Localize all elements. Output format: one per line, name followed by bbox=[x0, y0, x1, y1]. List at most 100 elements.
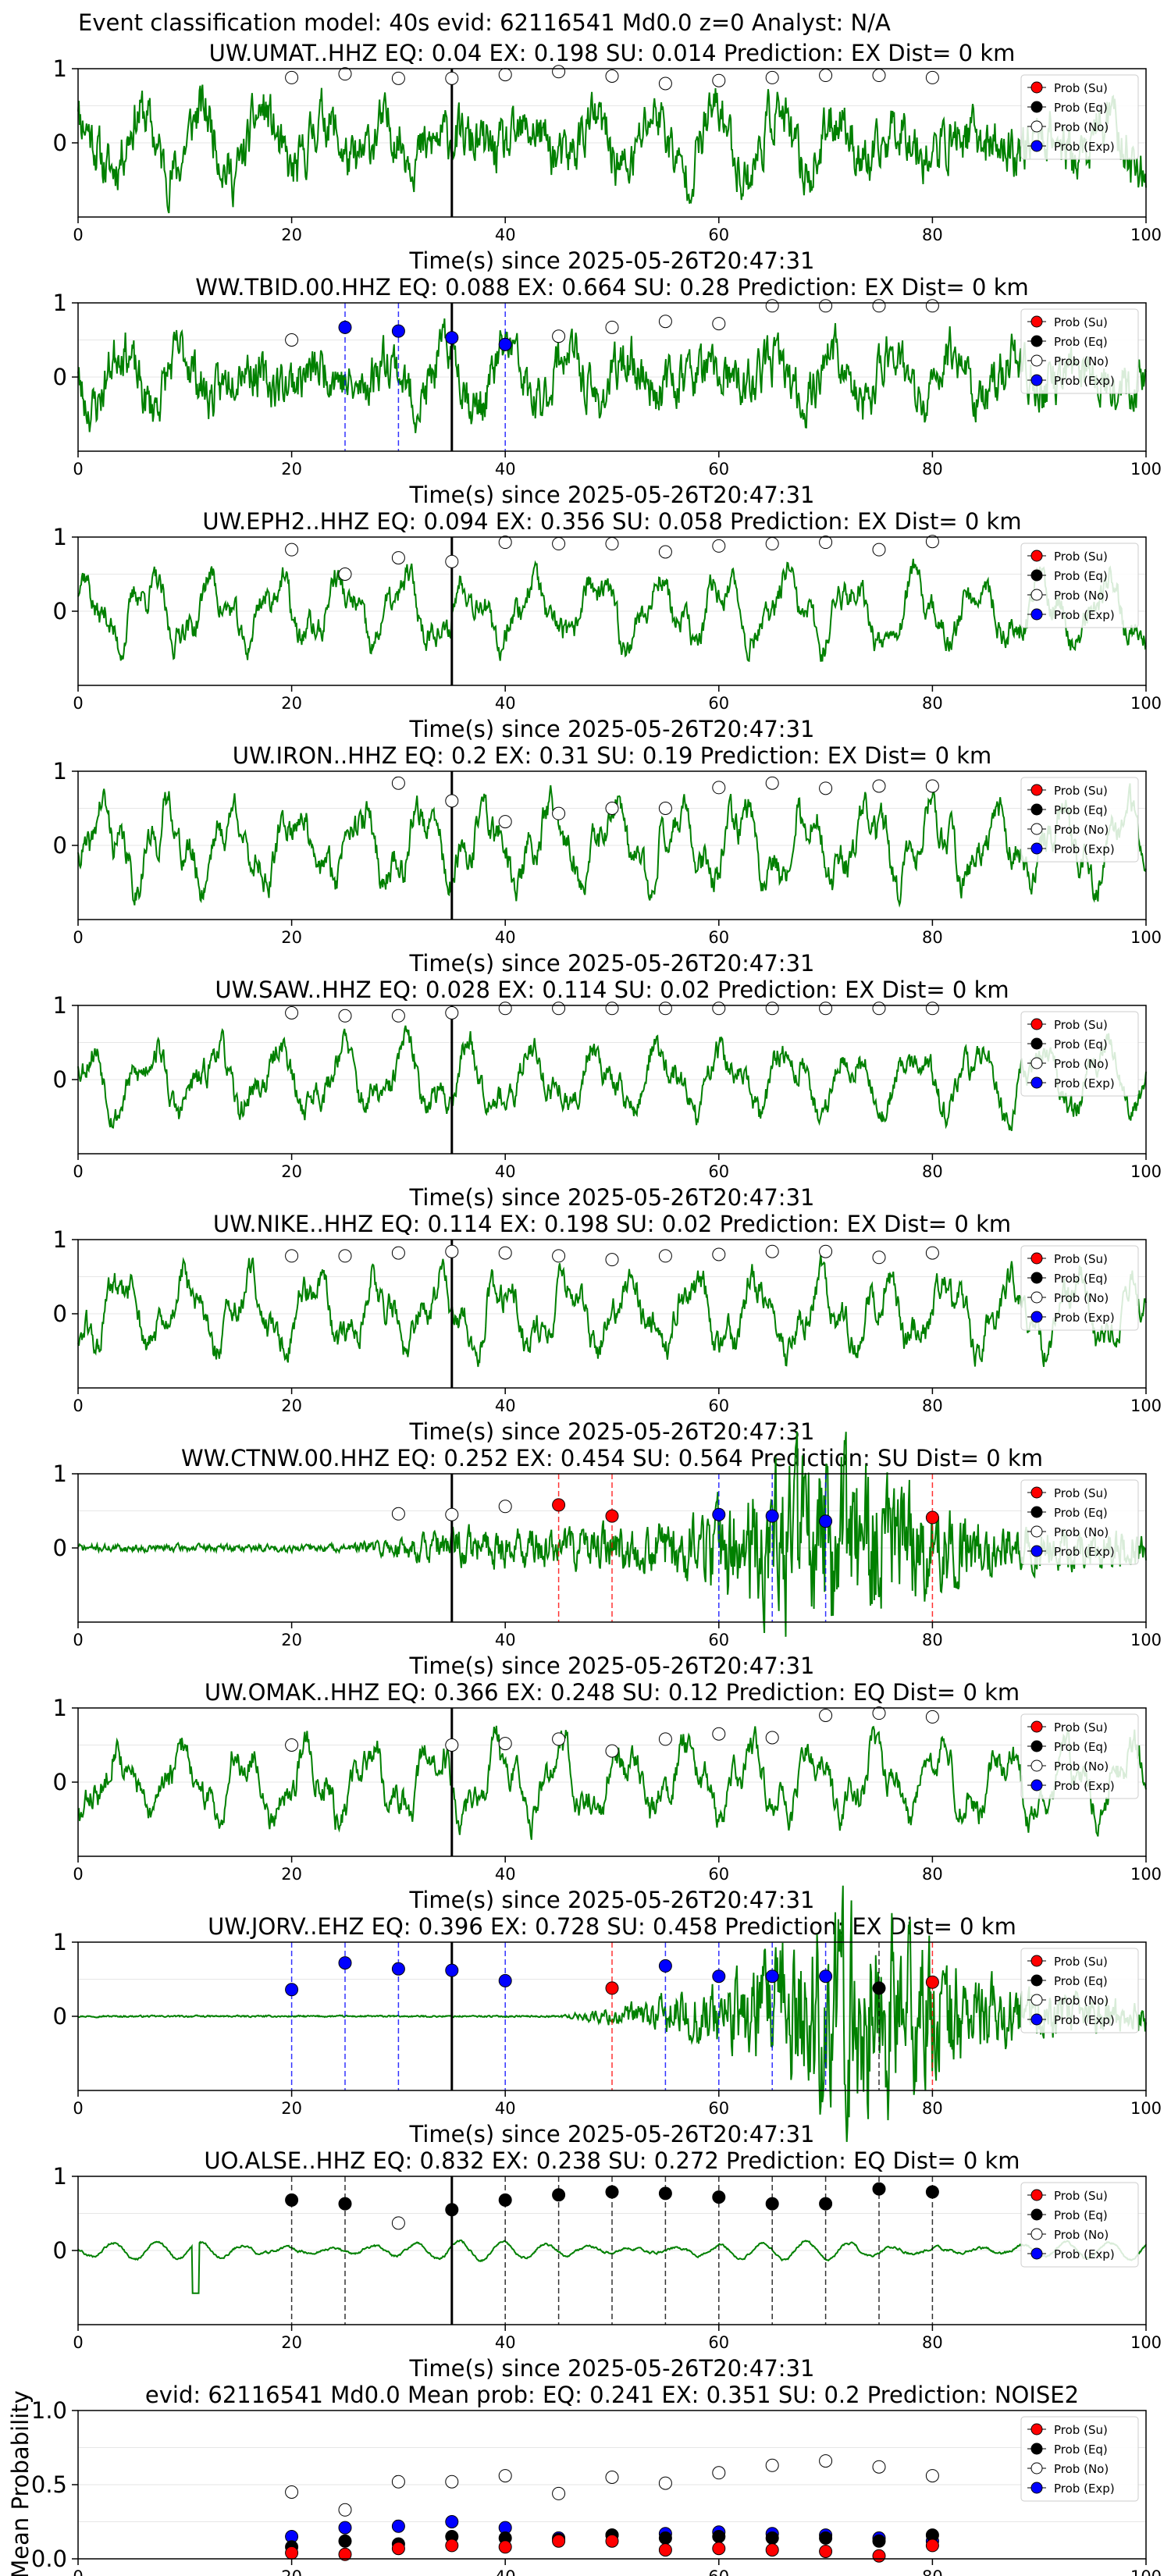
waveform-line bbox=[77, 84, 1147, 214]
prob-marker-no bbox=[391, 71, 405, 85]
legend-label-no: Prob (No) bbox=[1054, 1994, 1109, 2008]
y-tick-label: 1 bbox=[53, 1929, 67, 1955]
prob-marker-eq bbox=[765, 2197, 779, 2211]
mean-marker-no bbox=[925, 2469, 939, 2483]
prob-marker-eq bbox=[498, 2193, 512, 2207]
legend-label-no: Prob (No) bbox=[1054, 1525, 1109, 1539]
prob-marker-exp bbox=[819, 1514, 833, 1528]
x-tick-label: 0 bbox=[73, 1397, 83, 1415]
mean-marker-su bbox=[872, 2549, 886, 2563]
legend-box bbox=[1020, 543, 1139, 628]
legend-label-su: Prob (Su) bbox=[1054, 1486, 1108, 1500]
legend-box bbox=[1020, 2416, 1139, 2502]
x-tick-label: 60 bbox=[708, 1865, 729, 1884]
prob-marker-no bbox=[925, 1246, 939, 1260]
prob-marker-exp bbox=[712, 1969, 726, 1984]
x-axis-label: Time(s) since 2025-05-26T20:47:31 bbox=[409, 1653, 815, 1679]
prob-marker-no bbox=[765, 1731, 779, 1745]
prob-marker-no bbox=[925, 779, 939, 793]
x-axis-label: Time(s) since 2025-05-26T20:47:31 bbox=[409, 482, 815, 508]
legend-marker-eq bbox=[1030, 1506, 1043, 1518]
x-tick-label: 20 bbox=[281, 1397, 302, 1415]
prob-marker-no bbox=[658, 1732, 672, 1746]
prob-marker-no bbox=[498, 1737, 512, 1751]
x-tick-label: 80 bbox=[922, 694, 943, 713]
prob-marker-no bbox=[765, 1002, 779, 1016]
waveform-line bbox=[77, 558, 1147, 663]
legend-marker-no bbox=[1030, 1994, 1043, 2006]
x-tick-label: 40 bbox=[495, 460, 516, 479]
x-tick-label: 20 bbox=[281, 1162, 302, 1181]
prob-marker-no bbox=[819, 299, 833, 313]
y-tick-label: 0.0 bbox=[31, 2546, 67, 2572]
legend-label-eq: Prob (Eq) bbox=[1054, 1974, 1108, 1988]
prob-marker-no bbox=[925, 1710, 939, 1724]
mean-marker-eq bbox=[872, 2534, 886, 2548]
x-tick-label: 20 bbox=[281, 928, 302, 947]
prob-marker-no bbox=[819, 1002, 833, 1016]
legend-box bbox=[1020, 1245, 1139, 1331]
x-tick-label: 60 bbox=[708, 1397, 729, 1415]
mean-marker-su bbox=[445, 2539, 459, 2553]
panel-8: UW.JORV..EHZ EQ: 0.396 EX: 0.728 SU: 0.4… bbox=[53, 1885, 1162, 2147]
prob-marker-no bbox=[285, 1006, 299, 1019]
prob-marker-exp bbox=[765, 1969, 779, 1984]
prob-marker-no bbox=[872, 543, 886, 557]
x-tick-label: 80 bbox=[922, 1397, 943, 1415]
legend-label-eq: Prob (Eq) bbox=[1054, 2443, 1108, 2457]
prob-marker-exp bbox=[765, 1509, 779, 1523]
waveform-line bbox=[77, 1025, 1147, 1132]
waveform-line bbox=[77, 2239, 1147, 2294]
prob-marker-no bbox=[658, 1002, 672, 1016]
legend-marker-eq bbox=[1030, 569, 1043, 582]
legend-marker-no bbox=[1030, 1291, 1043, 1304]
prob-marker-no bbox=[605, 1253, 619, 1267]
x-tick-label: 100 bbox=[1130, 226, 1162, 244]
x-tick-label: 60 bbox=[708, 2099, 729, 2118]
prob-marker-no bbox=[391, 1246, 405, 1260]
legend-marker-eq bbox=[1030, 2208, 1043, 2221]
mean-marker-su bbox=[605, 2534, 619, 2548]
x-tick-label: 100 bbox=[1130, 1397, 1162, 1415]
x-tick-label: 40 bbox=[495, 694, 516, 713]
x-axis-label: Time(s) since 2025-05-26T20:47:31 bbox=[409, 2121, 815, 2147]
legend-label-eq: Prob (Eq) bbox=[1054, 569, 1108, 583]
x-axis-label: Time(s) since 2025-05-26T20:47:31 bbox=[409, 1887, 815, 1913]
prob-marker-exp bbox=[338, 1956, 352, 1970]
prob-marker-su bbox=[605, 1509, 619, 1523]
prob-marker-no bbox=[445, 554, 459, 568]
prob-marker-no bbox=[552, 329, 566, 343]
legend-marker-eq bbox=[1030, 101, 1043, 113]
panel-title: WW.CTNW.00.HHZ EQ: 0.252 EX: 0.454 SU: 0… bbox=[181, 1445, 1043, 1471]
legend-label-su: Prob (Su) bbox=[1054, 1018, 1108, 1032]
legend-marker-eq bbox=[1030, 803, 1043, 816]
prob-marker-su bbox=[925, 1510, 939, 1525]
panel-4: UW.SAW..HHZ EQ: 0.028 EX: 0.114 SU: 0.02… bbox=[53, 977, 1162, 1211]
x-tick-label: 80 bbox=[922, 1631, 943, 1649]
waveform-line bbox=[77, 783, 1147, 908]
prob-marker-exp bbox=[498, 1973, 512, 1987]
prob-marker-no bbox=[658, 802, 672, 815]
legend-label-no: Prob (No) bbox=[1054, 2228, 1109, 2242]
y-tick-label: 0 bbox=[53, 598, 67, 624]
legend-marker-su bbox=[1030, 1018, 1043, 1030]
legend-marker-exp bbox=[1030, 2482, 1043, 2494]
legend-label-exp: Prob (Exp) bbox=[1054, 1311, 1115, 1325]
panel-1: WW.TBID.00.HHZ EQ: 0.088 EX: 0.664 SU: 0… bbox=[53, 274, 1162, 508]
prob-marker-exp bbox=[498, 337, 512, 351]
x-tick-label: 20 bbox=[281, 1631, 302, 1649]
y-tick-label: 1 bbox=[53, 758, 67, 785]
panel-title: UW.JORV..EHZ EQ: 0.396 EX: 0.728 SU: 0.4… bbox=[208, 1913, 1016, 1940]
mean-marker-su bbox=[285, 2546, 299, 2560]
mean-marker-no bbox=[498, 2469, 512, 2483]
x-tick-label: 80 bbox=[922, 2099, 943, 2118]
x-tick-label: 100 bbox=[1130, 1631, 1162, 1649]
prob-marker-no bbox=[338, 568, 352, 581]
legend-marker-su bbox=[1030, 81, 1043, 94]
prob-marker-no bbox=[552, 806, 566, 820]
legend-label-su: Prob (Su) bbox=[1054, 784, 1108, 798]
panel-title: UW.EPH2..HHZ EQ: 0.094 EX: 0.356 SU: 0.0… bbox=[202, 508, 1021, 535]
prob-marker-no bbox=[872, 779, 886, 793]
legend-marker-eq bbox=[1030, 335, 1043, 347]
x-tick-label: 0 bbox=[73, 226, 83, 244]
